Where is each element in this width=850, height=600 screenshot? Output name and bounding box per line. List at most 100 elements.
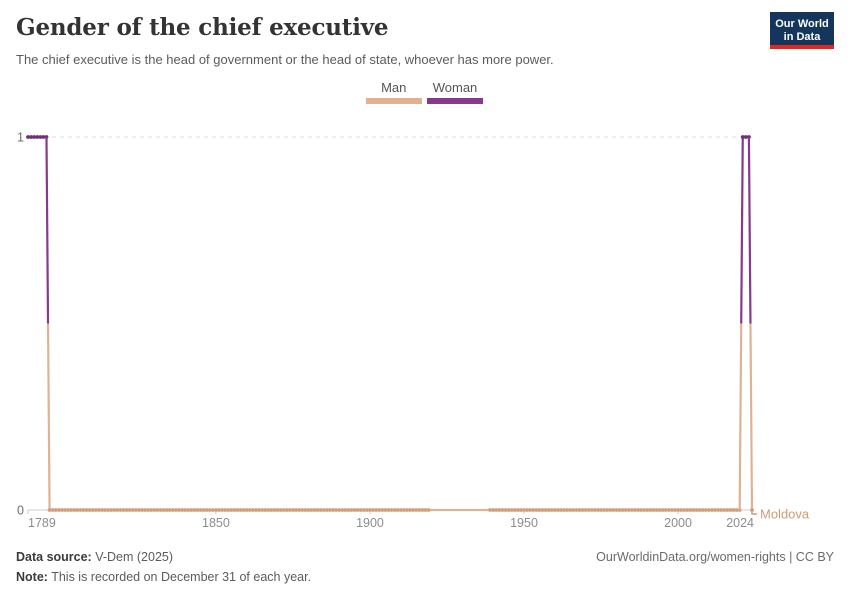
data-point-marker <box>509 508 514 512</box>
data-point-marker <box>78 508 83 512</box>
data-point-marker <box>617 508 622 512</box>
data-point-marker <box>63 508 67 512</box>
data-point-marker <box>263 508 268 512</box>
data-point-marker <box>241 508 246 512</box>
data-point-marker <box>294 508 298 512</box>
data-point-marker <box>291 508 295 512</box>
data-point-marker <box>580 508 585 512</box>
data-point-marker <box>309 508 314 512</box>
data-point-marker <box>50 508 55 512</box>
data-point-marker <box>685 508 690 512</box>
data-point-marker <box>657 508 662 512</box>
data-point-marker <box>321 508 326 512</box>
data-point-marker <box>337 508 342 512</box>
x-tick-label: 1900 <box>356 516 384 530</box>
data-point-marker <box>75 508 80 512</box>
data-point-marker <box>96 508 101 512</box>
data-point-marker <box>368 508 372 512</box>
data-point-marker <box>59 508 64 512</box>
data-point-marker <box>386 508 391 512</box>
credit-link[interactable]: OurWorldinData.org/women-rights | CC BY <box>596 550 834 564</box>
legend-label-man: Man <box>381 80 407 95</box>
data-point-marker <box>740 135 745 139</box>
data-point-marker <box>53 508 58 512</box>
data-point-marker <box>688 508 693 512</box>
data-point-marker <box>183 508 188 512</box>
data-point-marker <box>137 508 141 512</box>
series-transition-bottom <box>749 323 754 511</box>
data-point-marker <box>207 508 212 512</box>
data-point-marker <box>275 508 280 512</box>
x-tick-label: 2024 <box>726 516 754 530</box>
data-point-marker <box>414 508 419 512</box>
data-point-marker <box>506 508 511 512</box>
data-point-marker <box>312 508 317 512</box>
legend-item-man[interactable]: Man <box>365 80 422 104</box>
chart-subtitle: The chief executive is the head of gover… <box>16 52 554 67</box>
data-point-marker <box>266 508 271 512</box>
data-point-marker <box>703 508 708 512</box>
data-point-marker <box>522 508 526 512</box>
data-point-marker <box>130 508 135 512</box>
data-point-marker <box>229 508 234 512</box>
data-point-marker <box>673 508 677 512</box>
data-point-marker <box>226 508 231 512</box>
data-point-marker <box>281 508 286 512</box>
legend-swatch-woman <box>427 98 483 104</box>
data-point-marker <box>420 508 425 512</box>
entity-label[interactable]: Moldova <box>760 507 810 522</box>
data-point-marker <box>503 508 508 512</box>
data-point-marker <box>210 508 215 512</box>
data-source-line: Data source: V-Dem (2025) <box>16 547 311 567</box>
x-tick-label: 2000 <box>664 516 692 530</box>
data-point-marker <box>620 508 625 512</box>
data-point-marker <box>556 508 560 512</box>
chart-footer: Data source: V-Dem (2025) Note: This is … <box>16 547 834 587</box>
data-point-marker <box>599 508 603 512</box>
data-point-marker <box>257 508 261 512</box>
data-point-marker <box>272 508 277 512</box>
data-point-marker <box>534 508 539 512</box>
line-chart[interactable]: 1789 1850 1900 1950 2000 2024 0 1 Moldova <box>0 115 850 540</box>
data-point-marker <box>173 508 178 512</box>
data-point-marker <box>69 508 74 512</box>
data-point-marker <box>340 508 345 512</box>
owid-logo-line1: Our World <box>775 18 829 30</box>
data-point-marker <box>636 508 640 512</box>
data-point-marker <box>358 508 363 512</box>
data-point-marker <box>577 508 582 512</box>
data-point-marker <box>562 508 566 512</box>
data-point-marker <box>41 135 46 139</box>
data-point-marker <box>251 508 255 512</box>
data-point-marker <box>549 508 554 512</box>
note-line: Note: This is recorded on December 31 of… <box>16 567 311 587</box>
data-point-marker <box>343 508 348 512</box>
legend-item-woman[interactable]: Woman <box>426 80 485 104</box>
data-point-marker <box>494 508 499 512</box>
data-point-marker <box>519 508 523 512</box>
data-point-marker <box>710 508 714 512</box>
data-point-marker <box>164 508 169 512</box>
data-point-marker <box>559 508 563 512</box>
data-point-marker <box>238 508 243 512</box>
data-point-marker <box>602 508 607 512</box>
data-point-marker <box>377 508 382 512</box>
data-point-marker <box>716 508 721 512</box>
series-transition-bottom <box>738 323 743 511</box>
data-point-marker <box>352 508 357 512</box>
data-point-marker <box>691 508 696 512</box>
data-point-marker <box>491 508 496 512</box>
data-point-marker <box>525 508 529 512</box>
data-point-marker <box>223 508 228 512</box>
entity-label-connector <box>751 510 757 515</box>
data-point-marker <box>574 508 579 512</box>
data-point-marker <box>56 508 61 512</box>
data-point-marker <box>115 508 120 512</box>
owid-logo-accent-bar <box>770 45 834 49</box>
owid-logo[interactable]: Our World in Data <box>770 12 834 49</box>
data-point-marker <box>694 508 699 512</box>
data-point-marker <box>697 508 702 512</box>
data-point-marker <box>318 508 323 512</box>
data-point-marker <box>537 508 542 512</box>
data-point-marker <box>497 508 502 512</box>
